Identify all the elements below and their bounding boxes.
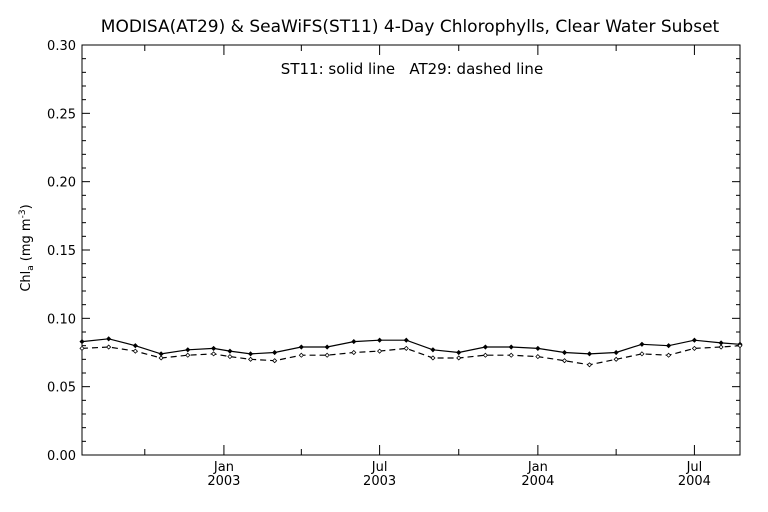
series-layer (79, 336, 743, 368)
data-point-at29 (324, 352, 330, 358)
data-point-st11 (132, 343, 138, 349)
data-point-at29 (211, 351, 217, 357)
y-tick-label: 0.15 (47, 244, 76, 259)
data-point-st11 (482, 344, 488, 350)
data-point-at29 (132, 348, 138, 354)
data-point-st11 (211, 345, 217, 351)
data-point-at29 (351, 349, 357, 356)
data-point-at29 (79, 345, 85, 351)
data-point-st11 (351, 339, 357, 345)
data-point-st11 (430, 347, 436, 353)
data-point-st11 (79, 339, 85, 345)
data-point-st11 (185, 347, 191, 353)
x-tick-year: 2003 (363, 474, 396, 489)
data-point-at29 (377, 348, 383, 354)
y-tick-label: 0.05 (47, 381, 76, 396)
data-point-at29 (456, 355, 462, 361)
data-point-at29 (272, 358, 278, 364)
y-label-close: ) (19, 204, 34, 209)
data-point-at29 (737, 343, 743, 349)
data-point-at29 (403, 345, 409, 351)
data-point-st11 (298, 344, 304, 350)
data-point-st11 (106, 336, 112, 342)
data-point-at29 (586, 362, 593, 368)
plot-frame (81, 44, 741, 456)
data-point-at29 (508, 352, 514, 358)
data-point-st11 (403, 337, 409, 343)
y-label-units: (mg m (19, 218, 34, 261)
data-point-at29 (535, 354, 541, 360)
data-point-at29 (561, 358, 568, 364)
data-point-at29 (227, 354, 233, 360)
data-point-st11 (535, 345, 541, 351)
data-point-st11 (248, 351, 254, 357)
x-tick-year: 2003 (207, 474, 240, 489)
data-point-st11 (639, 341, 645, 347)
data-point-st11 (561, 349, 568, 356)
data-point-st11 (377, 337, 383, 343)
data-point-at29 (185, 352, 191, 358)
y-tick-label: 0.10 (47, 312, 76, 327)
y-axis-ticks: 0.00 0.05 0.10 0.15 0.20 0.25 0.30 (47, 39, 740, 464)
data-point-st11 (508, 344, 514, 350)
data-point-at29 (482, 352, 488, 358)
data-point-at29 (248, 356, 254, 362)
x-tick-month: Jan (527, 460, 548, 475)
y-tick-label: 0.20 (47, 176, 76, 191)
y-tick-label: 0.30 (47, 39, 76, 54)
y-label-main: Chl (19, 271, 34, 292)
data-point-at29 (639, 351, 645, 357)
data-point-at29 (613, 356, 619, 362)
data-point-at29 (691, 345, 697, 351)
data-point-st11 (613, 349, 619, 356)
data-point-at29 (106, 344, 112, 350)
data-point-st11 (586, 351, 593, 357)
data-point-at29 (430, 355, 436, 361)
data-point-st11 (691, 337, 697, 343)
x-tick-year: 2004 (678, 474, 711, 489)
data-point-at29 (666, 352, 672, 358)
data-point-st11 (158, 351, 164, 357)
x-tick-month: Jul (371, 460, 388, 475)
data-point-st11 (666, 343, 672, 349)
y-tick-label: 0.00 (47, 449, 76, 464)
data-point-st11 (324, 344, 330, 350)
y-label-sub: a (26, 265, 36, 271)
data-point-st11 (272, 349, 278, 356)
data-point-at29 (298, 352, 304, 358)
series-line-at29 (81, 345, 741, 366)
y-tick-label: 0.25 (47, 107, 76, 122)
y-axis-label: Chla (mg m-3) (18, 204, 36, 291)
legend-annotation: ST11: solid line AT29: dashed line (281, 60, 543, 78)
data-point-st11 (456, 349, 462, 356)
x-tick-year: 2004 (521, 474, 554, 489)
data-point-st11 (718, 340, 724, 346)
x-tick-month: Jul (686, 460, 703, 475)
chart-title: MODISA(AT29) & SeaWiFS(ST11) 4-Day Chlor… (101, 17, 720, 37)
data-point-at29 (718, 344, 724, 350)
data-point-at29 (158, 355, 164, 361)
series-line-st11 (81, 338, 741, 355)
y-label-sup: -3 (18, 209, 28, 218)
x-tick-month: Jan (213, 460, 234, 475)
data-point-st11 (227, 348, 233, 354)
